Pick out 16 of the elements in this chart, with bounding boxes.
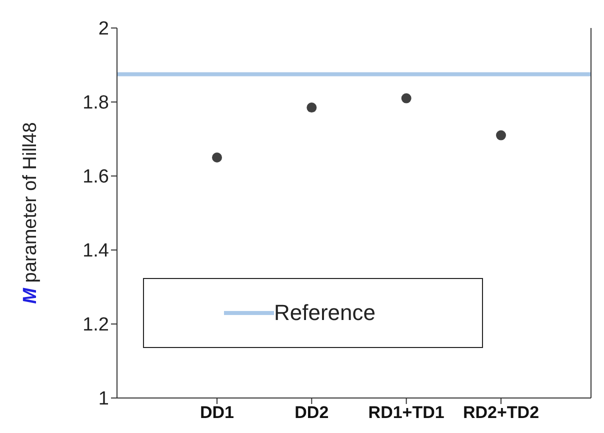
x-tick-label: DD1 (200, 403, 234, 422)
y-tick-label: 1 (98, 388, 109, 410)
point (306, 102, 317, 113)
x-tick-label: RD2+TD2 (462, 403, 540, 422)
y-tick-label: 1.8 (82, 92, 109, 114)
legend-label: Reference (274, 300, 376, 326)
point (496, 130, 506, 140)
y-tick-label: 1.6 (82, 166, 109, 188)
point (401, 93, 412, 104)
y-axis-title: M parameter of Hill48 (20, 122, 41, 304)
point (212, 152, 222, 162)
y-tick-label: 1.2 (82, 314, 109, 336)
x-tick-label: DD2 (294, 403, 329, 422)
y-tick-label: 1.4 (82, 240, 110, 262)
y-tick-label: 2 (98, 18, 109, 40)
x-tick-label: RD1+TD1 (368, 403, 444, 422)
